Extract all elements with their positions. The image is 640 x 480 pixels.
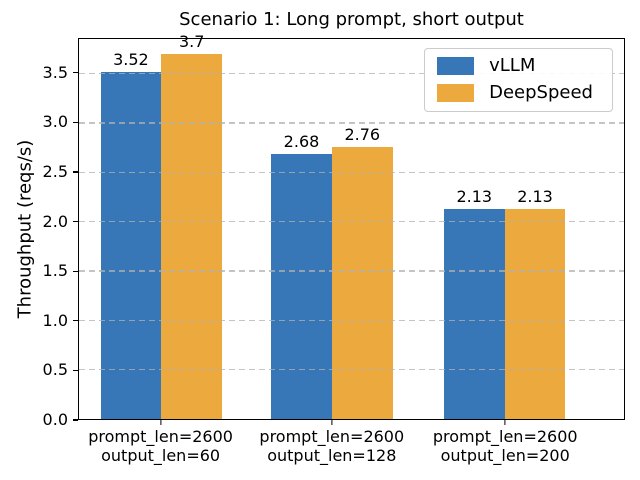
x-tick-label: prompt_len=2600 output_len=60 — [88, 427, 233, 465]
legend-swatch-deepspeed — [437, 84, 475, 102]
y-tick-label: 2.0 — [42, 211, 68, 231]
y-tick-mark — [73, 72, 78, 74]
legend-swatch-vllm — [437, 57, 475, 75]
bar-value-label: 2.76 — [344, 124, 381, 144]
chart-title: Scenario 1: Long prompt, short output — [179, 9, 524, 30]
gridline — [79, 72, 624, 75]
y-axis: 0.0 0.5 1.0 1.5 2.0 2.5 3.0 3.5 — [0, 38, 78, 428]
x-tick-mark — [331, 420, 333, 425]
plot-area: vLLM DeepSpeed 3.52 3.7 2.68 2.76 2.13 2.13 — [78, 33, 625, 420]
x-tick-line2: output_len=60 — [101, 446, 221, 465]
bar-value-label: 2.68 — [283, 132, 320, 152]
y-tick-mark — [73, 171, 78, 173]
y-tick-mark — [73, 121, 78, 123]
y-tick-mark — [73, 220, 78, 223]
bar-value-label: 2.13 — [517, 186, 553, 206]
y-tick-label: 1.5 — [42, 261, 68, 281]
bar-value-label: 2.13 — [456, 186, 493, 206]
gridline — [79, 368, 624, 371]
x-tick-mark — [504, 420, 506, 425]
legend-item-vllm: vLLM — [437, 57, 593, 75]
bar-deepspeed-group1 — [161, 53, 223, 419]
y-tick-label: 0.0 — [42, 410, 68, 429]
gridline — [79, 319, 624, 321]
x-tick-line2: output_len=200 — [440, 446, 570, 465]
bar-value-label: 3.7 — [178, 31, 205, 51]
legend-label-vllm: vLLM — [489, 55, 536, 76]
gridline — [79, 122, 624, 124]
bar-vllm-group3 — [443, 208, 505, 419]
y-tick-mark — [73, 369, 78, 371]
bar-vllm-group2 — [271, 154, 332, 419]
y-tick-label: 2.5 — [42, 161, 68, 181]
x-tick-line1: prompt_len=2600 — [432, 427, 578, 446]
bar-value-label: 3.52 — [113, 49, 149, 69]
y-tick-mark — [73, 270, 78, 272]
legend-label-deepspeed: DeepSpeed — [489, 82, 593, 103]
y-tick-label: 1.0 — [42, 310, 68, 330]
x-tick-mark — [160, 420, 162, 425]
x-tick-line1: prompt_len=2600 — [88, 427, 233, 446]
bar-vllm-group1 — [100, 71, 162, 419]
x-tick-line2: output_len=128 — [267, 446, 397, 465]
y-tick-label: 3.5 — [42, 62, 68, 82]
y-tick-mark — [73, 320, 78, 322]
x-axis: prompt_len=2600 output_len=60 prompt_len=2… — [78, 420, 625, 480]
x-tick-line1: prompt_len=2600 — [259, 427, 405, 446]
bar-deepspeed-group3 — [504, 208, 566, 419]
legend: vLLM DeepSpeed — [424, 48, 613, 112]
x-tick-label: prompt_len=2600 output_len=200 — [433, 427, 578, 465]
gridline — [79, 270, 624, 272]
x-tick-label: prompt_len=2600 output_len=128 — [259, 427, 404, 465]
y-tick-label: 0.5 — [42, 360, 68, 380]
y-tick-label: 3.0 — [42, 112, 68, 132]
bar-deepspeed-group2 — [331, 146, 393, 419]
legend-item-deepspeed: DeepSpeed — [437, 84, 593, 102]
y-tick-mark — [73, 419, 78, 421]
gridline — [79, 171, 624, 173]
gridline — [79, 220, 624, 223]
